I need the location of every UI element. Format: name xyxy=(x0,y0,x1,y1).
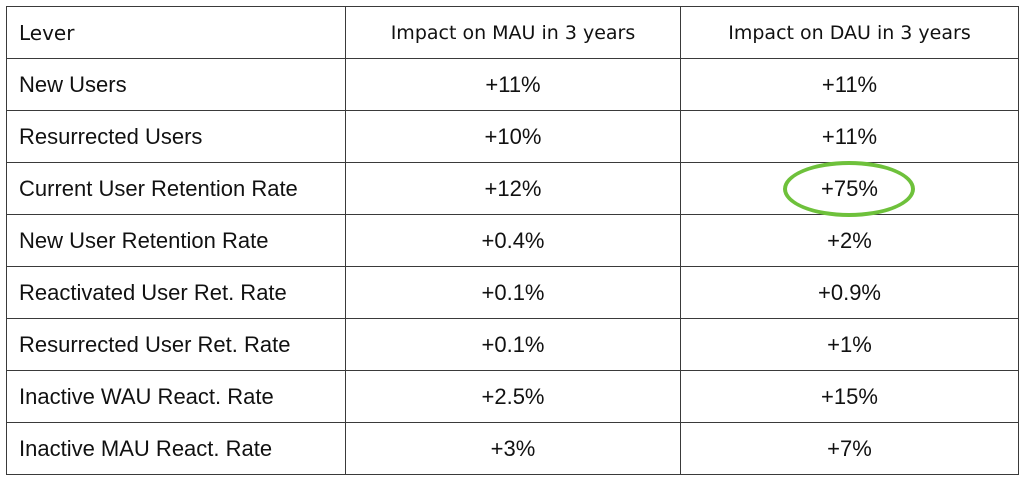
dau-impact-cell: +11% xyxy=(680,110,1019,163)
mau-impact-cell: +12% xyxy=(345,162,681,215)
dau-impact-cell: +15% xyxy=(680,370,1019,423)
table-row: New User Retention Rate +0.4% +2% xyxy=(6,214,1019,267)
table-row: Inactive WAU React. Rate +2.5% +15% xyxy=(6,370,1019,423)
lever-cell: Current User Retention Rate xyxy=(6,162,346,215)
mau-impact-cell: +0.1% xyxy=(345,266,681,319)
header-mau-impact: Impact on MAU in 3 years xyxy=(345,6,681,59)
dau-impact-cell: +7% xyxy=(680,422,1019,475)
table-row: New Users +11% +11% xyxy=(6,58,1019,111)
lever-cell: Resurrected Users xyxy=(6,110,346,163)
dau-impact-cell: +0.9% xyxy=(680,266,1019,319)
lever-cell: Reactivated User Ret. Rate xyxy=(6,266,346,319)
header-dau-impact: Impact on DAU in 3 years xyxy=(680,6,1019,59)
table-row: Current User Retention Rate +12% +75% xyxy=(6,160,1019,217)
mau-impact-cell: +0.1% xyxy=(345,318,681,371)
dau-impact-cell: +2% xyxy=(680,214,1019,267)
table-row: Resurrected Users +10% +11% xyxy=(6,110,1019,163)
header-row: Lever Impact on MAU in 3 years Impact on… xyxy=(6,6,1019,59)
lever-cell: Resurrected User Ret. Rate xyxy=(6,318,346,371)
lever-cell: New Users xyxy=(6,58,346,111)
mau-impact-cell: +2.5% xyxy=(345,370,681,423)
table-row: Reactivated User Ret. Rate +0.1% +0.9% xyxy=(6,266,1019,319)
lever-impact-table: Lever Impact on MAU in 3 years Impact on… xyxy=(6,6,1019,475)
mau-impact-cell: +10% xyxy=(345,110,681,163)
highlighted-value: +75% xyxy=(821,175,878,201)
mau-impact-cell: +3% xyxy=(345,422,681,475)
dau-impact-cell: +11% xyxy=(680,58,1019,111)
header-lever: Lever xyxy=(6,6,346,59)
lever-cell: Inactive MAU React. Rate xyxy=(6,422,346,475)
dau-impact-cell: +1% xyxy=(680,318,1019,371)
table-row: Inactive MAU React. Rate +3% +7% xyxy=(6,422,1019,475)
highlight-wrap: +75% xyxy=(783,160,916,217)
lever-cell: Inactive WAU React. Rate xyxy=(6,370,346,423)
table-row: Resurrected User Ret. Rate +0.1% +1% xyxy=(6,318,1019,371)
mau-impact-cell: +0.4% xyxy=(345,214,681,267)
dau-impact-cell-highlighted: +75% xyxy=(680,160,1019,217)
mau-impact-cell: +11% xyxy=(345,58,681,111)
lever-cell: New User Retention Rate xyxy=(6,214,346,267)
